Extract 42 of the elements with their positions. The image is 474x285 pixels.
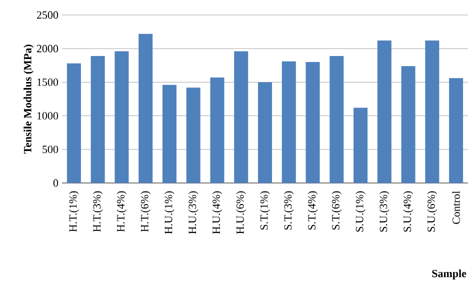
x-tick-label: S.U.(1%) bbox=[356, 191, 366, 232]
bar bbox=[66, 63, 81, 183]
bar bbox=[234, 51, 248, 183]
bar bbox=[449, 78, 464, 183]
y-tick-label: 1500 bbox=[37, 78, 58, 86]
x-axis-title: Sample bbox=[432, 270, 466, 280]
x-tick-label: Control bbox=[452, 191, 460, 224]
y-tick-label: 0 bbox=[53, 179, 58, 187]
bar bbox=[162, 84, 176, 183]
bar bbox=[210, 78, 224, 183]
bar bbox=[186, 88, 200, 183]
bar bbox=[377, 40, 392, 183]
bar bbox=[258, 82, 272, 183]
x-tick-label: S.U.(6%) bbox=[427, 191, 438, 232]
x-tick-label: S.T.(3%) bbox=[284, 191, 294, 230]
x-tick-label: H.U.(4%) bbox=[212, 191, 222, 234]
x-tick-label: H.T.(4%) bbox=[116, 191, 127, 232]
bar bbox=[425, 40, 440, 183]
x-tick-label: H.U.(1%) bbox=[164, 191, 174, 234]
y-tick-label: 1000 bbox=[37, 112, 58, 120]
x-tick-label: H.T.(1%) bbox=[68, 191, 79, 232]
y-axis-title: Tensile Modulus (MPa) bbox=[24, 44, 34, 154]
x-tick-label: S.T.(4%) bbox=[308, 191, 318, 230]
bar bbox=[90, 56, 105, 183]
x-tick-label: H.T.(6%) bbox=[140, 191, 151, 232]
bar bbox=[306, 62, 320, 183]
x-tick-label: H.T.(3%) bbox=[92, 191, 103, 232]
bar bbox=[330, 56, 344, 183]
y-tick-label: 2500 bbox=[36, 11, 58, 19]
x-tick-label: S.T.(1%) bbox=[260, 191, 270, 230]
bar bbox=[138, 34, 153, 183]
x-tick-label: S.U.(3%) bbox=[379, 191, 390, 232]
x-tick-label: H.U.(6%) bbox=[236, 191, 246, 234]
bar bbox=[282, 61, 296, 183]
y-tick-label: 500 bbox=[42, 146, 58, 154]
bar bbox=[354, 108, 368, 183]
x-tick-label: H.U.(3%) bbox=[188, 191, 198, 234]
x-tick-label: S.U.(4%) bbox=[403, 191, 414, 232]
y-tick-label: 2000 bbox=[36, 44, 58, 52]
bar bbox=[401, 66, 416, 183]
bar bbox=[114, 51, 129, 183]
x-tick-label: S.T.(6%) bbox=[332, 191, 342, 230]
